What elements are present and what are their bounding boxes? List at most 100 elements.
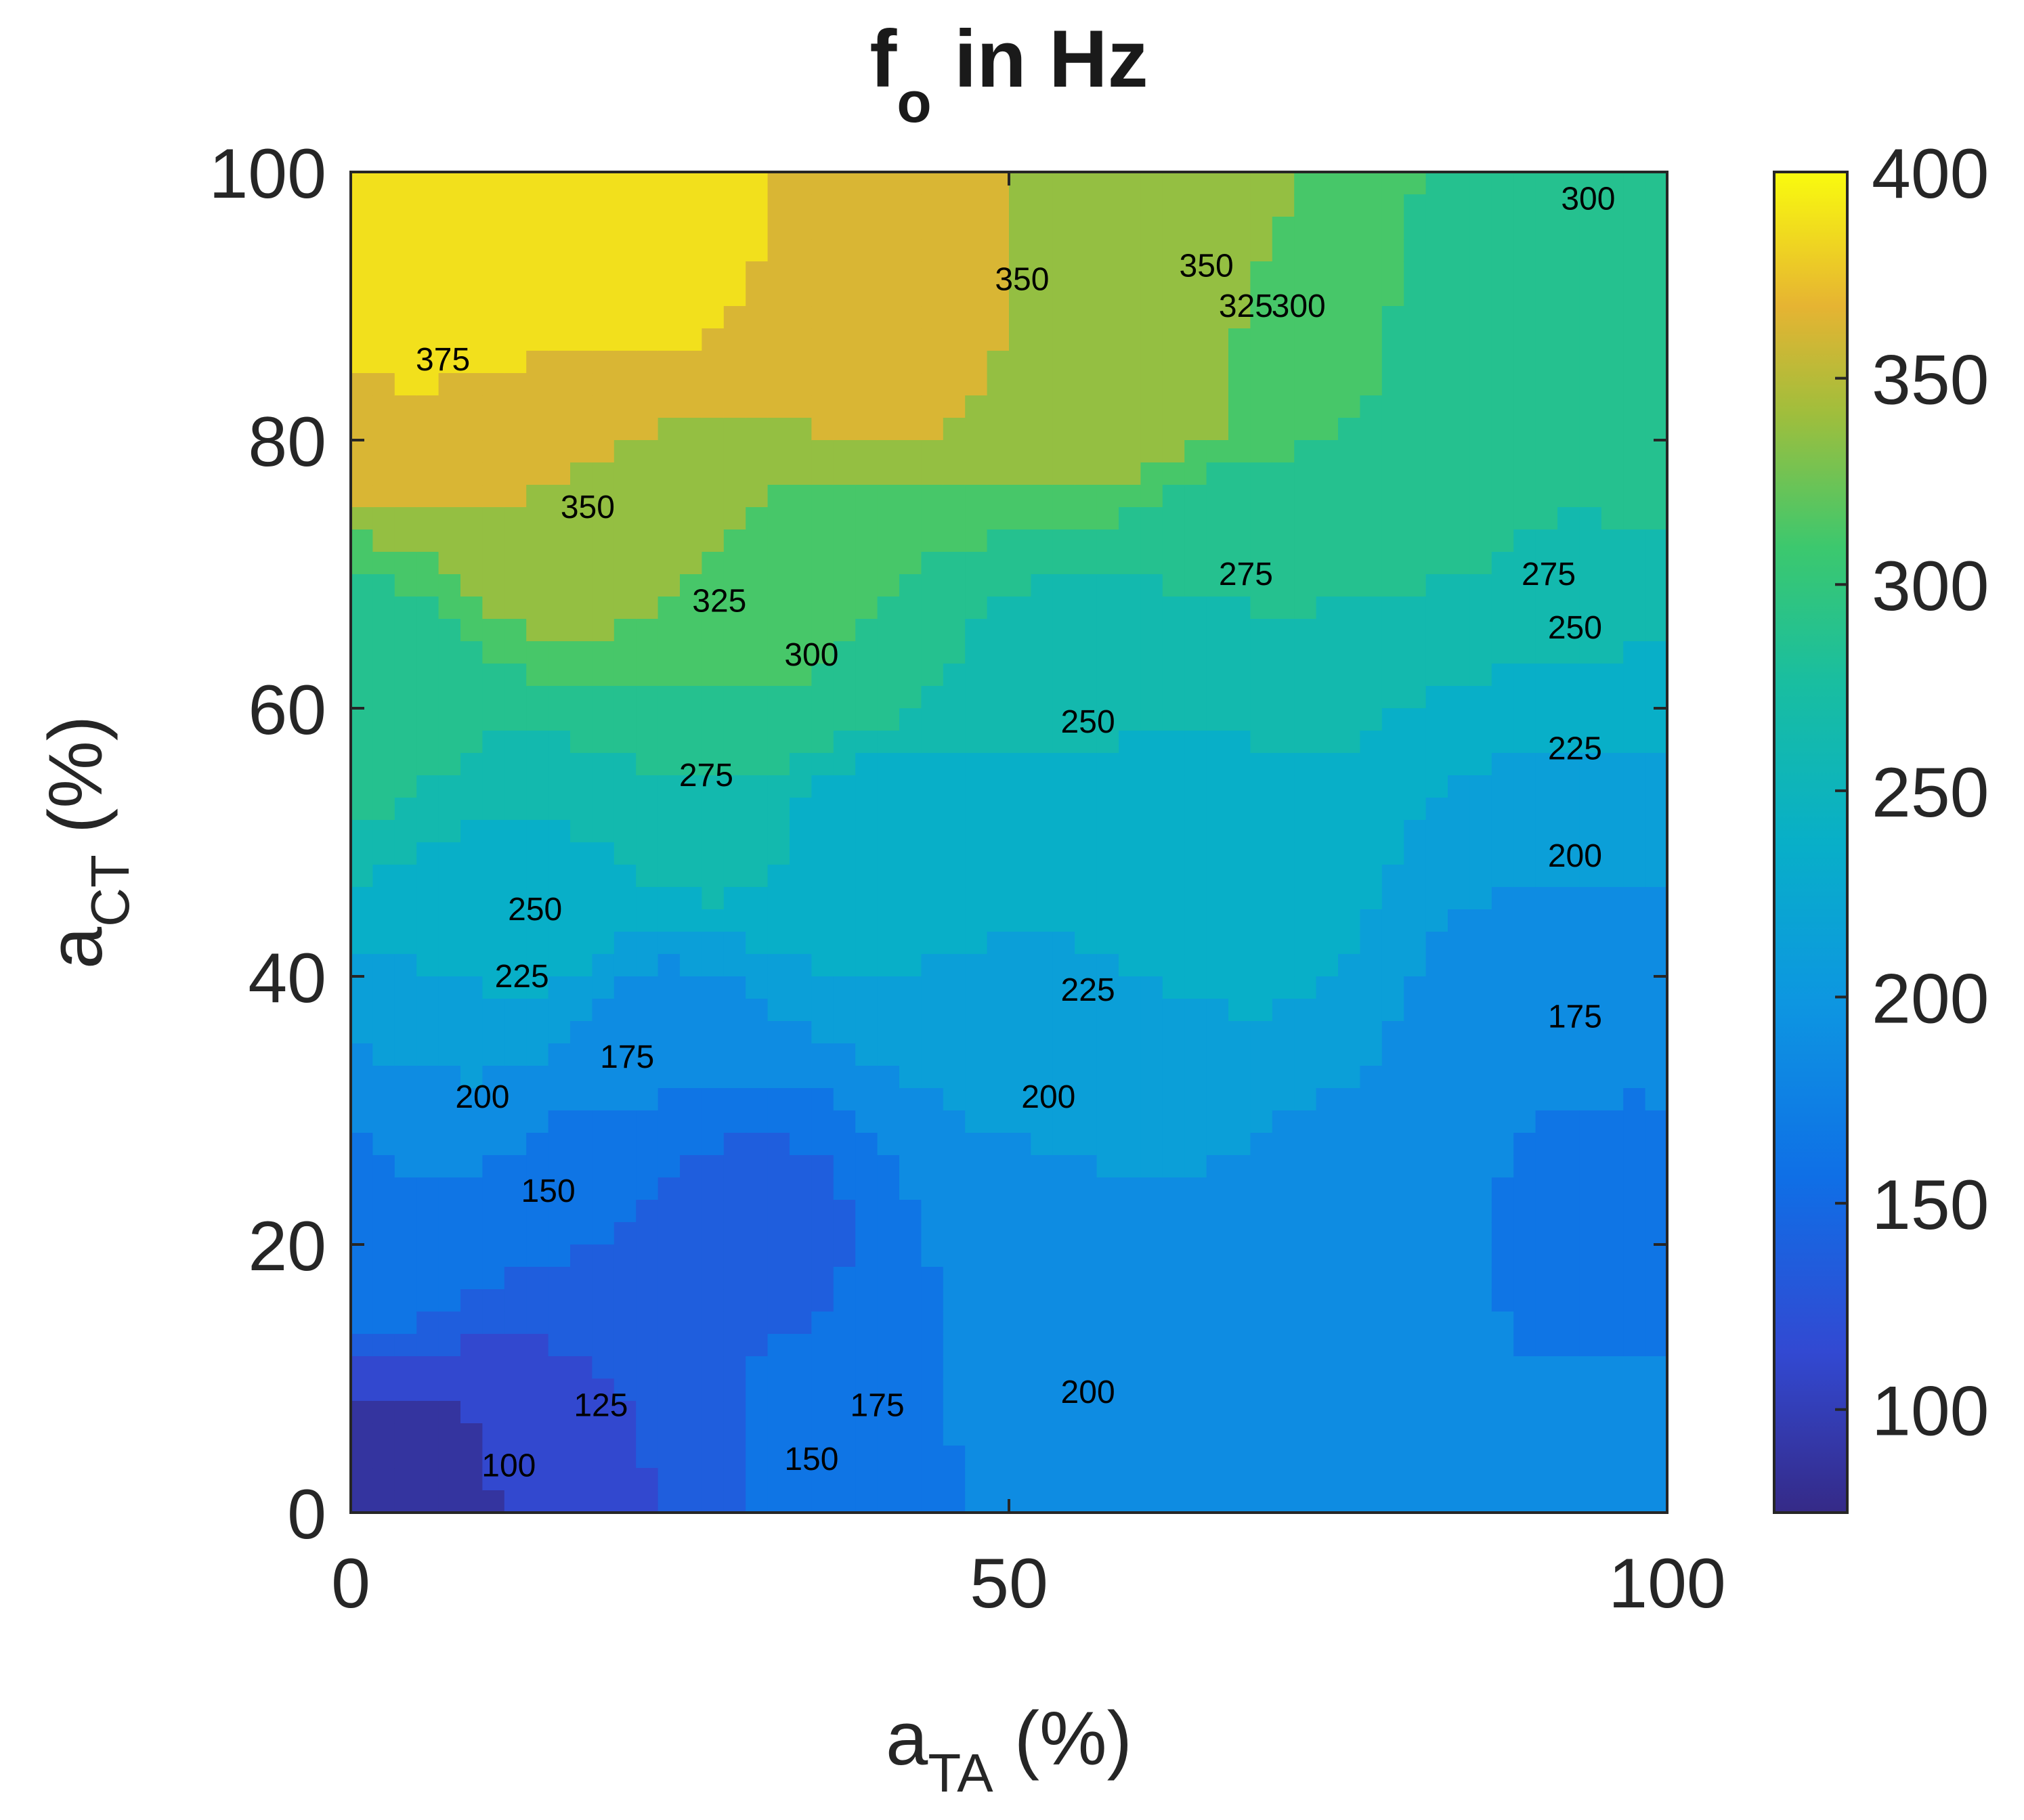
contour-cell	[1162, 529, 1186, 552]
contour-cell	[1009, 1200, 1032, 1223]
contour-cell	[592, 552, 615, 575]
contour-cell	[1272, 619, 1295, 642]
contour-cell	[1052, 686, 1076, 709]
contour-cell	[394, 865, 418, 888]
contour-cell	[1448, 909, 1471, 932]
contour-cell	[482, 172, 505, 195]
contour-cell	[1031, 976, 1054, 999]
contour-cell	[1162, 820, 1186, 843]
contour-cell	[1031, 708, 1054, 731]
contour-cell	[833, 1289, 857, 1312]
contour-cell	[1579, 217, 1602, 240]
contour-cell	[570, 1222, 593, 1245]
contour-cell	[702, 462, 725, 485]
contour-cell	[526, 1222, 549, 1245]
contour-cell	[811, 1312, 834, 1335]
contour-cell	[767, 909, 790, 932]
contour-cell	[1119, 1423, 1142, 1446]
contour-cell	[1096, 976, 1119, 999]
contour-cell	[1645, 261, 1667, 284]
contour-cell	[1338, 1267, 1361, 1290]
contour-cell	[1448, 1468, 1471, 1491]
contour-cell	[416, 1222, 439, 1245]
contour-cell	[1645, 909, 1667, 932]
contour-cell	[1052, 820, 1076, 843]
contour-cell	[1162, 775, 1186, 798]
contour-cell	[548, 306, 571, 329]
contour-cell	[790, 239, 813, 262]
contour-cell	[1250, 217, 1273, 240]
contour-cell	[965, 619, 988, 642]
contour-cell	[811, 172, 834, 195]
contour-cell	[1491, 1490, 1515, 1513]
contour-cell	[592, 485, 615, 508]
contour-cell	[1448, 664, 1471, 687]
contour-cell	[1381, 1200, 1405, 1223]
contour-cell	[1316, 1379, 1339, 1402]
contour-cell	[790, 820, 813, 843]
contour-cell	[504, 1222, 527, 1245]
contour-cell	[723, 932, 747, 955]
contour-cell	[372, 1110, 395, 1133]
contour-cell	[1360, 1222, 1383, 1245]
contour-cell	[416, 1110, 439, 1133]
contour-cell	[1557, 574, 1580, 597]
contour-cell	[1601, 217, 1624, 240]
contour-cell	[1316, 1356, 1339, 1379]
contour-cell	[1338, 306, 1361, 329]
contour-cell	[1601, 395, 1624, 418]
contour-cell	[636, 999, 659, 1022]
contour-cell	[394, 1110, 418, 1133]
contour-cell	[702, 798, 725, 821]
contour-cell	[1009, 865, 1032, 888]
contour-cell	[636, 1244, 659, 1268]
contour-cell	[833, 462, 857, 485]
contour-cell	[1140, 909, 1163, 932]
contour-cell	[570, 865, 593, 888]
contour-cell	[767, 820, 790, 843]
contour-cell	[855, 976, 878, 999]
contour-cell	[1645, 887, 1667, 910]
contour-cell	[438, 328, 461, 351]
contour-cell	[1075, 1222, 1098, 1245]
contour-cell	[702, 1200, 725, 1223]
contour-cell	[1425, 1289, 1448, 1312]
contour-cell	[570, 418, 593, 441]
contour-cell	[965, 798, 988, 821]
contour-cell	[636, 395, 659, 418]
contour-cell	[460, 485, 483, 508]
contour-cell	[702, 1244, 725, 1268]
contour-cell	[504, 529, 527, 552]
contour-cell	[592, 887, 615, 910]
contour-cell	[943, 1334, 966, 1357]
contour-cell	[680, 507, 703, 530]
contour-cell	[855, 619, 878, 642]
contour-cell	[1009, 1289, 1032, 1312]
contour-cell	[504, 1289, 527, 1312]
contour-cell	[1448, 976, 1471, 999]
contour-cell	[1623, 954, 1646, 977]
contour-cell	[482, 686, 505, 709]
contour-cell	[1316, 686, 1339, 709]
contour-cell	[570, 1289, 593, 1312]
contour-cell	[746, 574, 769, 597]
contour-cell	[372, 485, 395, 508]
contour-cell	[1448, 1133, 1471, 1156]
contour-cell	[767, 1379, 790, 1402]
contour-cell	[526, 239, 549, 262]
contour-cell	[394, 1356, 418, 1379]
contour-cell	[636, 1133, 659, 1156]
contour-cell	[570, 1155, 593, 1178]
contour-cell	[1645, 842, 1667, 865]
contour-cell	[987, 820, 1010, 843]
contour-cell	[1448, 865, 1471, 888]
contour-cell	[1645, 1267, 1667, 1290]
contour-cell	[1140, 1423, 1163, 1446]
contour-cell	[1360, 641, 1383, 664]
contour-cell	[1075, 462, 1098, 485]
contour-cell	[1645, 1468, 1667, 1491]
contour-cell	[394, 686, 418, 709]
contour-cell	[1623, 239, 1646, 262]
contour-cell	[592, 820, 615, 843]
contour-cell	[460, 1401, 483, 1424]
